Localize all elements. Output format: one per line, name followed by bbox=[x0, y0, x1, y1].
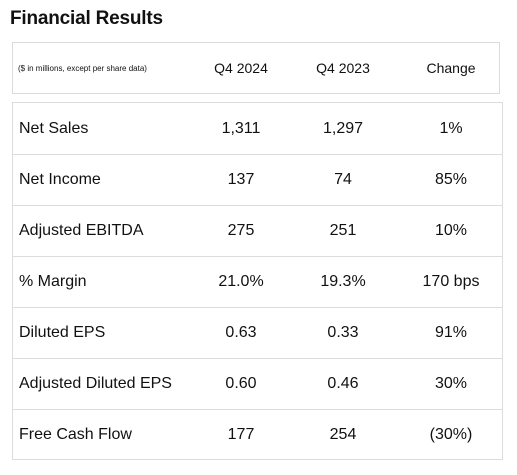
cell-q4-2023: 0.33 bbox=[327, 324, 359, 341]
cell-change: 91% bbox=[434, 324, 468, 341]
cell-q4-2024: 1,311 bbox=[221, 119, 261, 137]
page-title: Financial Results bbox=[10, 8, 163, 29]
row-label: Adjusted EBITDA bbox=[19, 222, 144, 239]
cell-change: 1% bbox=[439, 119, 463, 137]
row-label: Diluted EPS bbox=[19, 324, 106, 341]
row-label: Net Income bbox=[19, 171, 101, 188]
cell-change: 170 bps bbox=[422, 273, 480, 290]
cell-q4-2023: 0.46 bbox=[327, 375, 359, 392]
table-row: Diluted EPS 0.63 0.33 91% bbox=[13, 307, 502, 358]
column-header-q4-2023: Q4 2023 bbox=[316, 60, 370, 76]
table-row: % Margin 21.0% 19.3% 170 bps bbox=[13, 256, 502, 307]
row-label: Free Cash Flow bbox=[19, 426, 132, 443]
cell-q4-2024: 0.63 bbox=[225, 324, 257, 341]
row-label: % Margin bbox=[19, 273, 87, 290]
cell-q4-2024: 21.0% bbox=[218, 273, 264, 290]
cell-q4-2023: 74 bbox=[334, 171, 352, 188]
cell-q4-2024: 0.60 bbox=[225, 375, 257, 392]
table-row: Adjusted EBITDA 275 251 10% bbox=[13, 205, 502, 256]
units-note: ($ in millions, except per share data) bbox=[18, 63, 147, 73]
cell-change: 10% bbox=[434, 222, 468, 239]
table-row: Adjusted Diluted EPS 0.60 0.46 30% bbox=[13, 358, 502, 409]
column-header-change: Change bbox=[426, 60, 476, 76]
cell-q4-2024: 137 bbox=[227, 171, 255, 188]
table-row: Net Income 137 74 85% bbox=[13, 154, 502, 205]
table-row: Free Cash Flow 177 254 (30%) bbox=[13, 409, 502, 460]
cell-change: 85% bbox=[434, 171, 468, 188]
cell-q4-2023: 19.3% bbox=[320, 273, 366, 290]
cell-q4-2024: 275 bbox=[227, 222, 255, 239]
table-row: Net Sales 1,311 1,297 1% bbox=[13, 103, 502, 154]
cell-q4-2023: 251 bbox=[329, 222, 357, 239]
results-table: Net Sales 1,311 1,297 1% Net Income 137 … bbox=[12, 102, 503, 460]
row-label: Adjusted Diluted EPS bbox=[19, 375, 172, 392]
column-header-q4-2024: Q4 2024 bbox=[214, 60, 268, 76]
cell-q4-2023: 254 bbox=[329, 426, 357, 443]
cell-change: (30%) bbox=[429, 426, 473, 443]
row-label: Net Sales bbox=[19, 119, 89, 137]
cell-q4-2024: 177 bbox=[227, 426, 255, 443]
cell-q4-2023: 1,297 bbox=[322, 119, 364, 137]
table-header: ($ in millions, except per share data) Q… bbox=[12, 42, 500, 94]
cell-change: 30% bbox=[434, 375, 468, 392]
